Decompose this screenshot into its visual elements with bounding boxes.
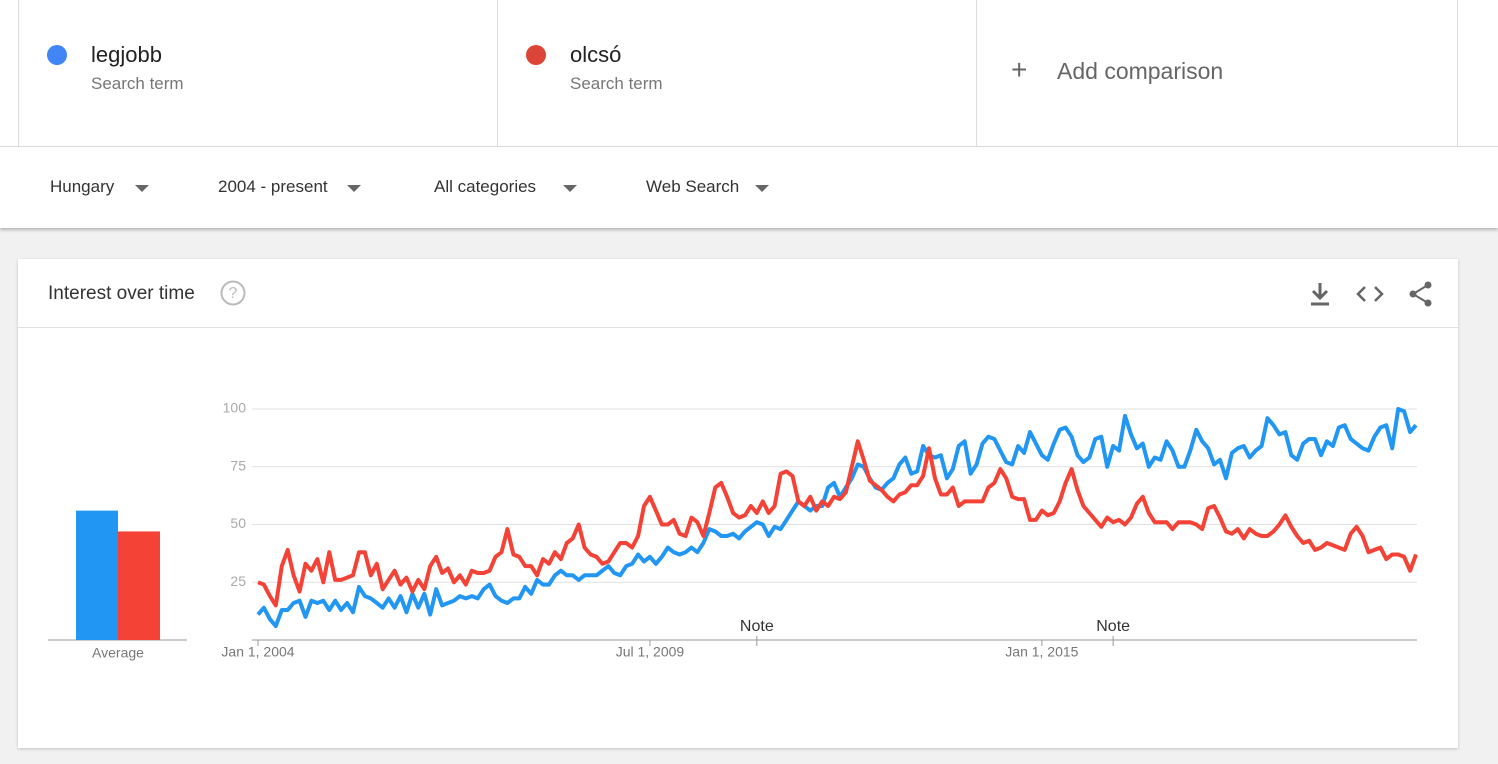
dropdown-arrow[interactable] [135, 185, 149, 192]
dropdown-arrow[interactable] [755, 185, 769, 192]
card-header: Interest over time ? [18, 259, 1458, 328]
download-icon[interactable] [1308, 281, 1332, 307]
share-icon[interactable] [1408, 281, 1434, 307]
filter[interactable]: All categories [434, 177, 537, 196]
dropdown-arrow[interactable] [347, 185, 361, 192]
comparison-bar: legjobb Search term olcsó Search term + … [0, 0, 1498, 147]
add-comparison[interactable]: Add comparison [1057, 58, 1224, 84]
filter-bar [0, 147, 1498, 228]
svg-text:?: ? [229, 285, 238, 302]
filter[interactable]: Hungary [50, 177, 115, 196]
separator [18, 0, 19, 147]
card [18, 259, 1458, 748]
term-dot [526, 45, 546, 65]
separator [1457, 0, 1458, 147]
separator [497, 0, 498, 147]
filter[interactable]: 2004 - present [218, 177, 328, 196]
term-name[interactable]: legjobb [91, 42, 162, 67]
term-subtitle: Search term [91, 74, 184, 93]
separator [976, 0, 977, 147]
help-icon[interactable]: ? [220, 280, 246, 306]
dropdown-arrow[interactable] [563, 185, 577, 192]
plus-icon[interactable]: + [1011, 54, 1028, 85]
embed-icon[interactable] [1356, 283, 1384, 305]
filter[interactable]: Web Search [646, 177, 740, 196]
term-name[interactable]: olcsó [570, 42, 622, 67]
term-subtitle: Search term [570, 74, 663, 93]
card-title: Interest over time [48, 283, 195, 304]
term-dot [47, 45, 67, 65]
